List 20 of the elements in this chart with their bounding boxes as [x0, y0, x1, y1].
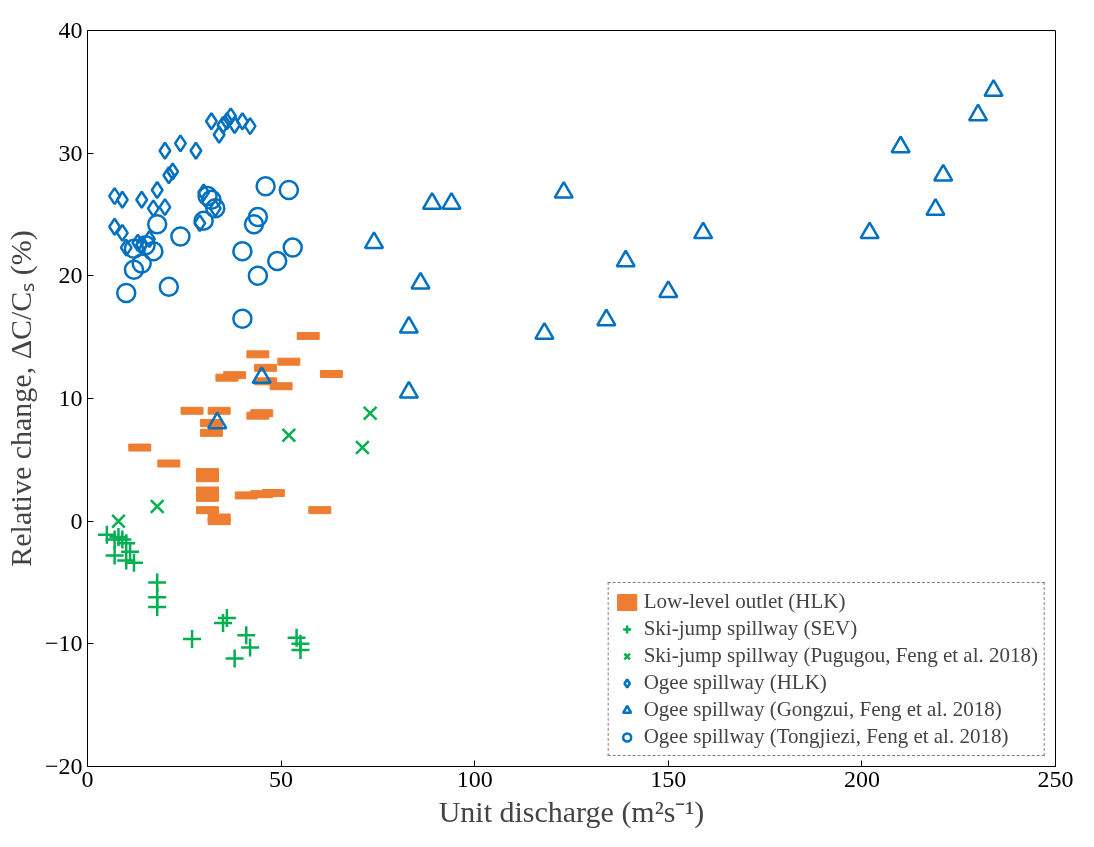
y-tick-label: 20	[58, 262, 83, 289]
x-tick-label: 250	[1037, 765, 1074, 792]
legend-label: Ogee spillway (Gongzui, Feng et al. 2018)	[643, 697, 1002, 722]
y-tick-label: −20	[44, 753, 83, 779]
y-tick-label: 40	[58, 17, 83, 43]
legend-label: Ogee spillway (HLK)	[643, 670, 827, 695]
y-tick-label: 10	[58, 385, 83, 411]
x-tick-label: 150	[650, 765, 687, 792]
y-tick-label: 30	[58, 139, 83, 166]
x-axis-title: Unit discharge (m²s⁻¹)	[438, 794, 705, 829]
legend-label: Low-level outlet (HLK)	[643, 589, 846, 614]
legend-label: Ski-jump spillway (Pugugou, Feng et al. 2018)	[643, 643, 1038, 668]
legend-label: Ogee spillway (Tongjiezi, Feng et al. 2018)	[643, 724, 1009, 749]
legend-label: Ski-jump spillway (SEV)	[643, 616, 858, 641]
y-tick-label: 0	[70, 507, 83, 534]
x-tick-label: 100	[456, 765, 493, 792]
y-tick-label: −10	[44, 630, 83, 657]
y-axis-title: Relative change, ΔC/Cₛ (%)	[3, 230, 38, 567]
x-tick-label: 200	[843, 765, 880, 792]
x-tick-label: 50	[269, 765, 294, 792]
